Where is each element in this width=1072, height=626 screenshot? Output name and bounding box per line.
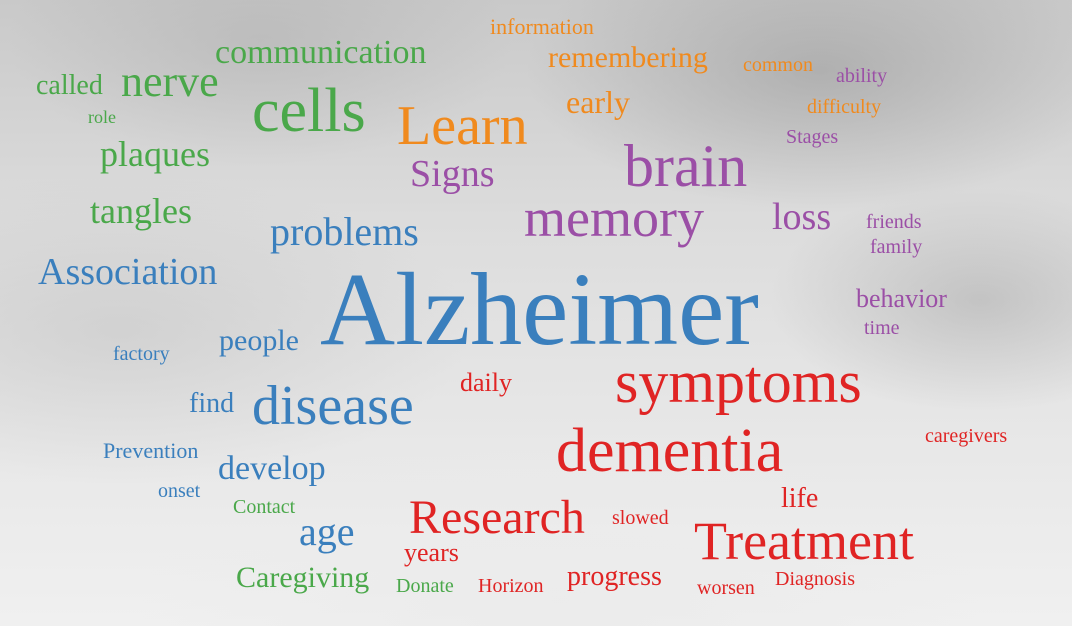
word-diagnosis: Diagnosis bbox=[775, 568, 855, 590]
word-behavior: behavior bbox=[856, 284, 947, 313]
word-loss: loss bbox=[772, 196, 832, 238]
word-difficulty: difficulty bbox=[807, 96, 882, 118]
word-association: Association bbox=[38, 251, 218, 293]
word-donate: Donate bbox=[396, 575, 454, 597]
word-caregiving: Caregiving bbox=[236, 561, 370, 594]
word-prevention: Prevention bbox=[103, 438, 199, 463]
word-dementia: dementia bbox=[556, 417, 784, 485]
word-time: time bbox=[864, 317, 900, 339]
word-find: find bbox=[189, 388, 235, 419]
word-develop: develop bbox=[218, 450, 326, 487]
word-ability: ability bbox=[836, 65, 888, 87]
word-disease: disease bbox=[252, 375, 414, 437]
word-age: age bbox=[299, 509, 355, 554]
word-learn: Learn bbox=[397, 95, 528, 157]
word-plaques: plaques bbox=[100, 134, 210, 174]
word-called: called bbox=[36, 70, 103, 101]
word-worsen: worsen bbox=[697, 577, 755, 599]
word-communication: communication bbox=[215, 34, 427, 71]
word-factory: factory bbox=[113, 343, 170, 365]
word-early: early bbox=[566, 84, 630, 120]
word-horizon: Horizon bbox=[478, 575, 544, 597]
word-symptoms: symptoms bbox=[615, 349, 862, 415]
word-friends: friends bbox=[866, 211, 922, 233]
word-information: information bbox=[490, 14, 594, 39]
word-tangles: tangles bbox=[90, 191, 192, 231]
word-role: role bbox=[88, 107, 116, 127]
word-research: Research bbox=[409, 491, 585, 544]
word-family: family bbox=[870, 236, 923, 258]
word-years: years bbox=[404, 538, 459, 567]
word-caregivers: caregivers bbox=[925, 425, 1008, 447]
word-brain: brain bbox=[624, 133, 748, 199]
word-common: common bbox=[743, 54, 813, 76]
word-problems: problems bbox=[270, 209, 419, 254]
word-memory: memory bbox=[524, 188, 704, 248]
word-contact: Contact bbox=[233, 496, 296, 518]
word-onset: onset bbox=[158, 480, 201, 502]
word-cells: cells bbox=[252, 77, 366, 145]
word-people: people bbox=[219, 324, 299, 357]
word-stages: Stages bbox=[786, 126, 839, 148]
word-alzheimer: Alzheimer bbox=[320, 252, 759, 367]
word-slowed: slowed bbox=[612, 507, 669, 529]
word-treatment: Treatment bbox=[694, 511, 914, 571]
word-progress: progress bbox=[567, 561, 662, 592]
word-life: life bbox=[781, 483, 819, 514]
word-daily: daily bbox=[460, 368, 512, 397]
word-nerve: nerve bbox=[121, 57, 219, 106]
word-remembering: remembering bbox=[548, 41, 708, 74]
word-signs: Signs bbox=[410, 153, 495, 195]
